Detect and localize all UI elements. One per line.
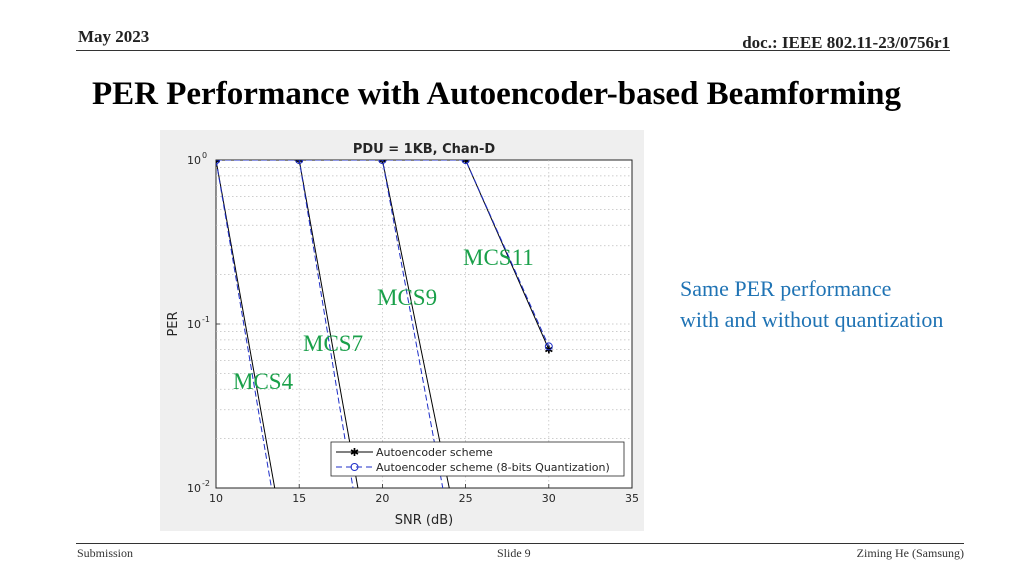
x-tick-label: 15 — [292, 492, 306, 505]
legend: ✱ Autoencoder scheme Autoencoder scheme … — [330, 441, 625, 477]
footer-divider — [76, 543, 964, 544]
y-tick-exponent: -2 — [202, 479, 210, 488]
annotation-mcs7: MCS7 — [303, 331, 363, 356]
data-point-asterisk: ✱ — [211, 155, 220, 167]
x-tick-label: 35 — [625, 492, 639, 505]
data-point-circle — [378, 160, 387, 164]
series-line-mcs11-solid — [216, 160, 550, 350]
chart-title: PDU = 1KB, Chan-D — [353, 142, 496, 157]
series-line-mcs7-dashed — [216, 160, 354, 488]
header-doc-id: doc.: IEEE 802.11-23/0756r1 — [742, 33, 950, 52]
data-point-circle — [461, 160, 470, 164]
data-point-circle — [295, 160, 304, 164]
x-tick-label: 10 — [209, 492, 223, 505]
y-tick-exponent: -1 — [202, 315, 210, 324]
asterisk-marker-icon: ✱ — [350, 447, 359, 459]
data-point-asterisk: ✱ — [211, 155, 220, 167]
y-tick-label: 10 — [187, 482, 201, 495]
legend-box — [330, 441, 625, 477]
data-point-circle — [544, 342, 553, 351]
series-line-mcs4-solid — [216, 160, 276, 488]
footer-left: Submission — [77, 546, 134, 560]
series-line-mcs9-solid — [216, 160, 450, 488]
circle-marker-icon — [350, 463, 359, 471]
y-tick-exponent: 0 — [202, 151, 207, 160]
note-line-2: with and without quantization — [680, 307, 944, 332]
x-axis-label: SNR (dB) — [395, 513, 453, 528]
performance-note: Same PER performance with and without qu… — [680, 273, 943, 335]
slide-number: Slide 9 — [497, 546, 531, 560]
note-line-1: Same PER performance — [680, 276, 892, 301]
x-tick-label: 20 — [375, 492, 389, 505]
annotation-mcs4: MCS4 — [233, 369, 294, 394]
data-point-asterisk: ✱ — [211, 155, 220, 167]
legend-entry-dashed: Autoencoder scheme (8-bits Quantization) — [376, 461, 610, 474]
footer-author: Ziming He (Samsung) — [856, 546, 964, 560]
series-layer: ✱✱ ✱✱ ✱✱ ✱✱ — [211, 155, 553, 488]
legend-entry-solid: Autoencoder scheme — [376, 446, 493, 459]
annotation-mcs9: MCS9 — [377, 285, 437, 310]
annotation-mcs11: MCS11 — [463, 245, 534, 270]
slide-title: PER Performance with Autoencoder-based B… — [92, 76, 901, 112]
x-tick-label: 30 — [542, 492, 556, 505]
series-line-mcs4-dashed — [216, 160, 272, 488]
y-tick-label: 10 — [187, 154, 201, 167]
grid — [215, 159, 633, 489]
data-point-asterisk: ✱ — [211, 155, 220, 167]
header-date: May 2023 — [78, 27, 150, 46]
header-divider — [76, 50, 950, 51]
x-tick-label: 25 — [459, 492, 473, 505]
series-line-mcs7-solid — [216, 160, 359, 488]
y-tick-label: 10 — [187, 318, 201, 331]
y-axis-label: PER — [166, 311, 181, 336]
